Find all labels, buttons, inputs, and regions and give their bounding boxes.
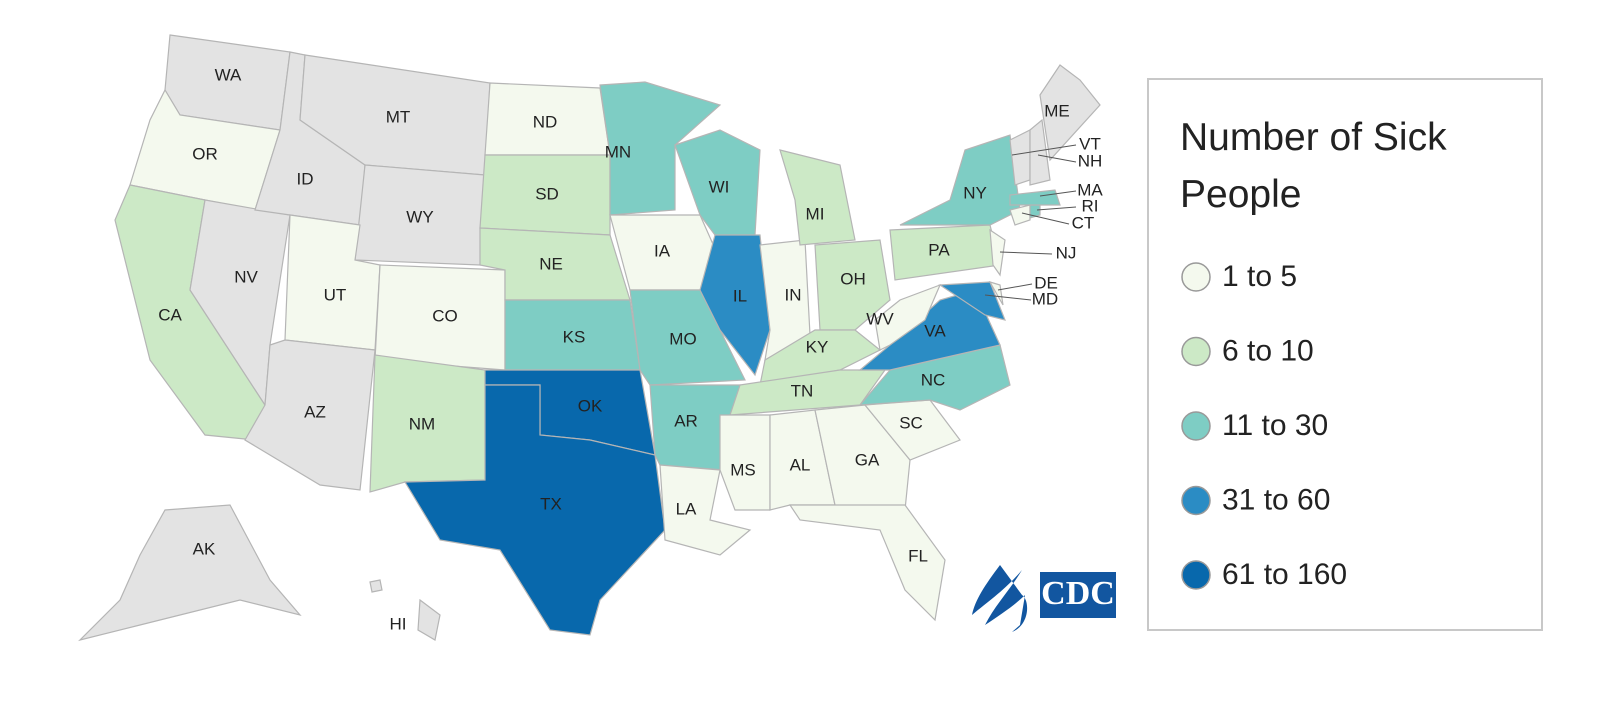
state-label: AL <box>790 455 811 474</box>
legend-title: Number of Sick People <box>1180 116 1447 216</box>
state-label: ID <box>297 169 314 188</box>
state-label: CO <box>432 306 458 325</box>
state-label: WY <box>406 207 433 226</box>
state-label: OK <box>578 396 603 415</box>
state <box>244 339 376 491</box>
legend-title-line: Number of Sick <box>1180 116 1447 159</box>
state-label: NE <box>539 254 563 273</box>
state-label: NY <box>963 183 987 202</box>
state <box>814 239 891 331</box>
state-label: LA <box>676 499 697 518</box>
state-label: SD <box>535 184 559 203</box>
state-label: NH <box>1078 151 1103 170</box>
state <box>899 134 1021 226</box>
legend-swatch <box>1181 560 1211 590</box>
state <box>988 280 1004 306</box>
legend-label: 11 to 30 <box>1222 409 1328 442</box>
legend-swatch <box>1181 411 1211 441</box>
state-label: AK <box>193 539 216 558</box>
state-label: TN <box>791 381 814 400</box>
state-label: MA <box>1077 180 1103 199</box>
state-label: NM <box>409 414 435 433</box>
state-label: CA <box>158 305 182 324</box>
state <box>599 81 722 216</box>
state-label: IN <box>785 285 802 304</box>
state-label: OH <box>840 269 866 288</box>
legend-label: 6 to 10 <box>1222 334 1314 367</box>
state <box>699 234 771 377</box>
leader-line <box>1021 212 1070 225</box>
legend-label: 1 to 5 <box>1222 260 1297 293</box>
hhs-logo <box>972 565 1028 632</box>
label-layer: WA OR CA NV ID MT WY UT CO AZ NM ND SD NE KS OK TX MN IA MO… <box>158 65 1103 633</box>
leader-line <box>1036 206 1077 211</box>
legend-swatch <box>1181 336 1211 367</box>
legend: 1 to 5 6 to 10 11 to 30 31 to 60 61 to 160 <box>1181 260 1347 591</box>
state <box>78 504 302 642</box>
state-label: HI <box>390 614 407 633</box>
state-label: ME <box>1044 101 1070 120</box>
legend-title-line: People <box>1180 173 1301 216</box>
legend-label: 31 to 60 <box>1222 483 1330 516</box>
state-label: WV <box>866 309 894 328</box>
state-label: KY <box>806 337 829 356</box>
state-label: VA <box>924 321 946 340</box>
state <box>719 414 771 511</box>
state-label: NV <box>234 267 258 286</box>
state-label: IA <box>654 241 671 260</box>
cdc-logo-text: CDC <box>1041 575 1115 612</box>
state <box>417 598 441 641</box>
state <box>938 281 1006 321</box>
leader-line <box>1011 144 1077 156</box>
state <box>989 228 1006 277</box>
state-label: AR <box>674 411 698 430</box>
state <box>788 504 946 622</box>
state-label: AZ <box>304 402 326 421</box>
state-label: MD <box>1032 289 1058 308</box>
state-label: MI <box>806 204 825 223</box>
state-label: DE <box>1034 273 1058 292</box>
state-label: WA <box>215 65 242 84</box>
state-label: OR <box>192 144 218 163</box>
state-label: NJ <box>1056 243 1077 262</box>
state <box>1009 204 1031 226</box>
state <box>369 579 383 593</box>
state-label: RI <box>1082 196 1099 215</box>
state <box>729 369 887 416</box>
state-label: WI <box>709 177 730 196</box>
state <box>403 384 666 636</box>
state-label: NC <box>921 370 946 389</box>
state-label: KS <box>563 327 586 346</box>
state-label: VT <box>1079 134 1101 153</box>
state-label: CT <box>1072 213 1095 232</box>
leader-line <box>999 251 1053 255</box>
leader-line <box>1037 154 1077 163</box>
leader-line <box>1039 190 1077 197</box>
state-label: UT <box>324 285 347 304</box>
state-label: ND <box>533 112 558 131</box>
state-label: MT <box>386 107 411 126</box>
state <box>779 149 856 246</box>
state-label: GA <box>855 450 880 469</box>
state-label: MN <box>605 142 631 161</box>
state-label: MS <box>730 460 756 479</box>
legend-swatch <box>1181 262 1211 292</box>
cdc-logo-box <box>1040 572 1116 618</box>
state <box>1009 189 1061 206</box>
state-label: TX <box>540 494 562 513</box>
legend-swatch <box>1181 485 1211 516</box>
state-label: SC <box>899 413 923 432</box>
state-label: FL <box>908 546 928 565</box>
leader-line <box>984 294 1032 301</box>
state-label: IL <box>733 286 747 305</box>
legend-label: 61 to 160 <box>1222 558 1347 591</box>
leader-line <box>997 283 1033 291</box>
legend-box <box>1147 78 1543 631</box>
state-layer <box>78 34 1101 642</box>
state-label: PA <box>928 240 950 259</box>
state-label: MO <box>669 329 696 348</box>
state <box>1029 118 1051 186</box>
